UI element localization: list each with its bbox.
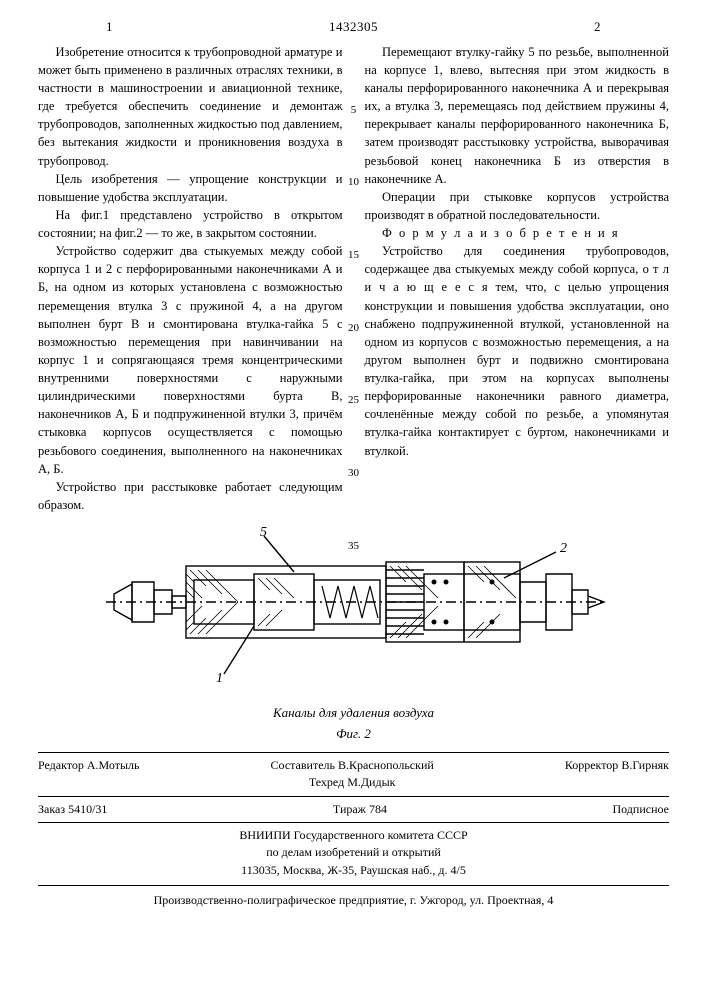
compiler-techred: Составитель В.Краснопольский Техред М.Ди… (271, 757, 434, 792)
editor: Редактор А.Мотыль (38, 757, 140, 792)
publisher-info: ВНИИПИ Государственного комитета СССР по… (38, 823, 669, 886)
body-paragraph: Устройство содержит два стыкуемых между … (38, 242, 343, 478)
order-number: 5410/31 (68, 802, 107, 816)
body-paragraph: Перемещают втулку-гайку 5 по резьбе, вып… (365, 43, 670, 188)
order-label: Заказ (38, 802, 65, 816)
left-column: Изобретение относится к трубопроводной а… (38, 43, 343, 514)
callout-2: 2 (560, 541, 567, 556)
body-paragraph: Операции при стыковке корпусов устройств… (365, 188, 670, 224)
footer: Производственно-полиграфическое предприя… (38, 886, 669, 909)
figure-area: 5 1 2 Каналы для удаления воздуха Фиг. 2 (38, 522, 669, 744)
body-paragraph: Цель изобретения — упрощение конструкции… (38, 170, 343, 206)
callout-1: 1 (216, 671, 223, 686)
line-number: 25 (348, 393, 359, 409)
credits-row: Редактор А.Мотыль Составитель В.Краснопо… (38, 752, 669, 797)
claim-paragraph: Устройство для соединения трубопроводов,… (365, 242, 670, 460)
figure-note: Каналы для удаления воздуха (38, 704, 669, 723)
line-number: 20 (348, 321, 359, 337)
line-number: 30 (348, 466, 359, 482)
body-paragraph: Устройство при расстыковке работает след… (38, 478, 343, 514)
column-number-right: 2 (594, 18, 601, 37)
line-number: 5 (351, 103, 357, 119)
callout-5: 5 (260, 525, 267, 540)
corrector: Корректор В.Гирняк (565, 757, 669, 792)
page-header: 1 1432305 2 (38, 18, 669, 37)
column-number-left: 1 (106, 18, 113, 37)
order-row: Заказ 5410/31 Тираж 784 Подписное (38, 797, 669, 823)
subscription: Подписное (612, 801, 669, 818)
body-paragraph: На фиг.1 представлено устройство в откры… (38, 206, 343, 242)
patent-number: 1432305 (329, 18, 378, 37)
body-paragraph: Изобретение относится к трубопроводной а… (38, 43, 343, 170)
tirage-label: Тираж (333, 802, 366, 816)
figure-caption: Фиг. 2 (38, 725, 669, 744)
formula-title: Ф о р м у л а и з о б р е т е н и я (365, 224, 670, 242)
line-number: 35 (348, 539, 359, 555)
line-number: 15 (348, 248, 359, 264)
tirage-value: 784 (369, 802, 387, 816)
line-number: 10 (348, 175, 359, 191)
right-column: Перемещают втулку-гайку 5 по резьбе, вып… (365, 43, 670, 460)
